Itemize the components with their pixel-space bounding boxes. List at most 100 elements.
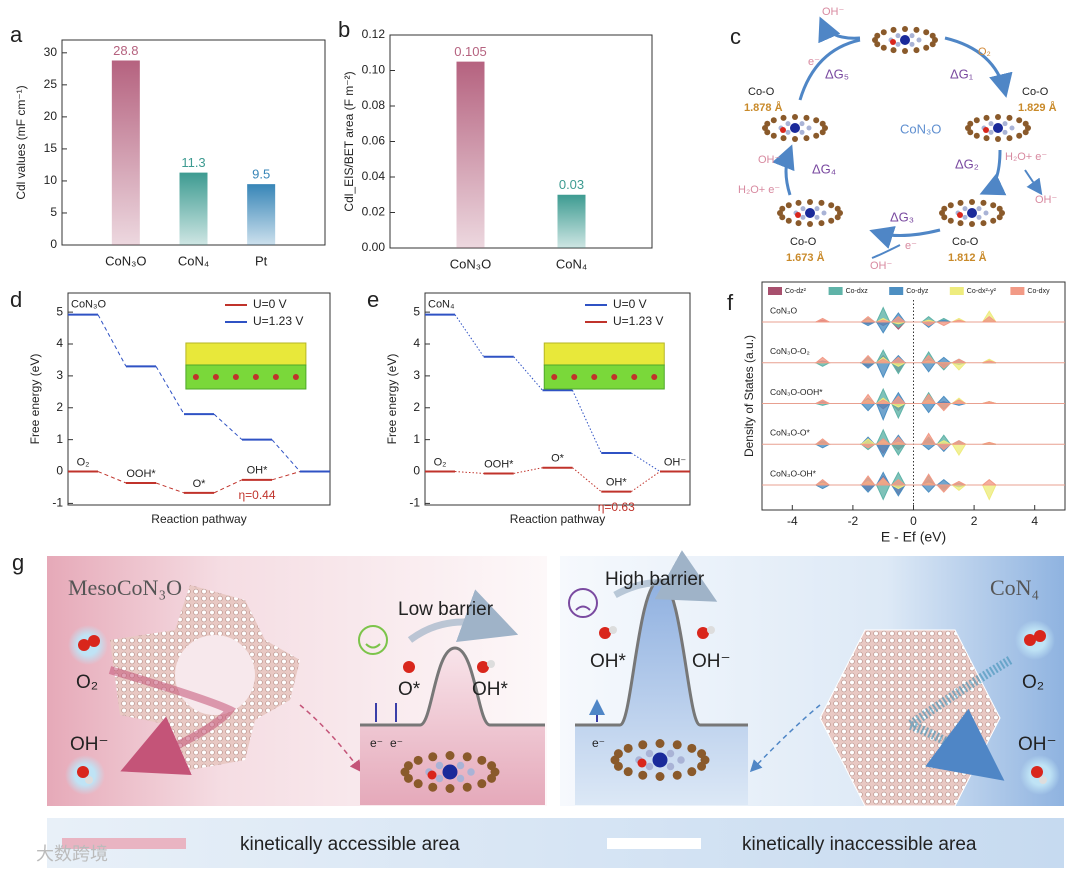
dos-peak [859, 315, 877, 323]
atom [902, 26, 908, 32]
cycle-diagram: c CoN₃O ΔG₁ ΔG₂ ΔG₃ ΔG₄ ΔG₅ O₂ H₂O+ e⁻ O… [730, 6, 1058, 272]
atom [996, 205, 1003, 212]
atom [403, 661, 415, 673]
dos-peak [860, 475, 876, 486]
atom [1002, 129, 1008, 135]
atom [814, 206, 820, 212]
atom [795, 212, 801, 218]
inset-atom [292, 374, 299, 380]
legend-label: U=0 V [613, 297, 647, 311]
atom [790, 123, 800, 133]
legend-label: Co-dxy [1027, 288, 1050, 295]
step-label: O₂ [77, 456, 90, 468]
atom [799, 121, 805, 127]
y-tick-label: 3 [56, 368, 63, 382]
species-label: O₂ [1022, 672, 1044, 693]
start-label: CoN₃O [71, 299, 106, 311]
arrow [871, 244, 901, 259]
step-label: OH* [606, 477, 628, 489]
species-label: OH* [472, 679, 509, 700]
schematic: g MesoCoN₃O O₂ OH⁻ Low barrier O* OH* e⁻… [12, 550, 1064, 868]
dos-peak [875, 484, 891, 501]
atom [487, 660, 495, 668]
legend-swatch [768, 287, 782, 295]
legend-swatch [62, 838, 186, 849]
legend-label: Co-dyz [906, 288, 929, 295]
y-tick-label: 0 [56, 464, 63, 478]
annotation: η=0.44 [238, 488, 275, 502]
step-label: ΔG₄ [812, 161, 836, 176]
step-label: OOH* [484, 458, 514, 470]
dos-peak [952, 358, 966, 364]
atom [995, 136, 1001, 142]
atom [413, 779, 423, 789]
atom [988, 129, 994, 135]
y-tick-label: -1 [409, 496, 420, 510]
atom [638, 740, 648, 750]
atom [818, 220, 825, 227]
y-tick-label: 5 [50, 205, 57, 219]
bond-name: Co-O [1022, 86, 1049, 98]
legend-label: Co-dx²-y² [967, 288, 997, 295]
atom [413, 755, 423, 765]
smiley [358, 625, 388, 655]
atom [666, 762, 675, 771]
atom [803, 135, 810, 142]
atom [655, 739, 665, 748]
dos-peak [981, 484, 997, 501]
atom [477, 779, 487, 789]
atom [780, 114, 787, 121]
row-label: CoN₃O-OH* [770, 468, 817, 478]
step-label: O* [193, 478, 207, 490]
y-tick-label: 0.12 [362, 27, 386, 41]
atom [785, 121, 791, 127]
atom [800, 206, 806, 212]
y-tick-label: 0.04 [362, 169, 386, 183]
electron-arrow [375, 703, 597, 722]
connector [513, 467, 543, 474]
step-label: O* [551, 453, 565, 465]
connector [213, 413, 243, 441]
inset-atom [252, 374, 259, 380]
dos-peak [935, 478, 952, 486]
row-label: CoN₃O-OOH* [770, 387, 823, 397]
dos-peak [921, 473, 937, 486]
dos-peak [890, 356, 907, 364]
dos-peak [920, 362, 937, 373]
y-tick-label: 0.08 [362, 98, 386, 112]
dos-peak [952, 440, 966, 445]
atom [1039, 776, 1047, 784]
dos-peak [982, 441, 997, 445]
region-title: CoN₄ [990, 575, 1039, 600]
inset-atom [651, 374, 658, 380]
atom [77, 766, 89, 778]
electron-label: e⁻ [592, 736, 605, 750]
connector [271, 439, 301, 472]
plot-frame [67, 292, 331, 506]
bar [179, 172, 208, 245]
barrier-profile [360, 646, 545, 727]
y-tick-label: 2 [413, 400, 420, 414]
arrow [407, 589, 519, 643]
atom [487, 761, 497, 771]
dos-peak [860, 403, 876, 412]
atom [697, 761, 707, 771]
step-label: O₂ [434, 456, 447, 468]
panel-label: d [10, 287, 22, 312]
x-tick-label: -2 [848, 514, 859, 528]
atom [819, 120, 826, 127]
atom [456, 761, 465, 770]
y-tick-label: -1 [52, 496, 63, 510]
x-tick-label: CoN₄ [178, 253, 209, 268]
bond-length: 1.812 Å [948, 251, 987, 264]
dos-peak [860, 393, 876, 404]
y-axis-label: Free energy (eV) [385, 354, 399, 445]
connector [155, 366, 185, 415]
atom [988, 121, 994, 127]
atom [976, 206, 982, 212]
atom [813, 117, 820, 124]
bar [456, 61, 485, 248]
connector [572, 390, 602, 454]
atom [1009, 125, 1015, 131]
atom [929, 41, 936, 48]
